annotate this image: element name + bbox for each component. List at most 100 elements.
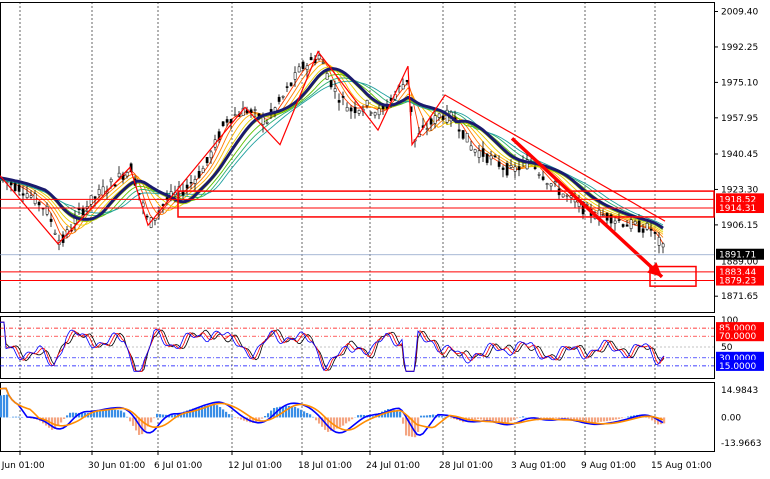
candle-body [298, 67, 300, 72]
candle-body [262, 117, 264, 124]
time-tick-label: 15 Aug 01:00 [651, 461, 712, 471]
histogram-bar [438, 416, 440, 418]
time-tick-label: 28 Jul 01:00 [439, 461, 493, 471]
histogram-bar [606, 417, 608, 421]
candle-body [494, 156, 496, 157]
candle-body [658, 237, 660, 245]
histogram-bar [159, 414, 161, 417]
candle-body [22, 194, 24, 196]
histogram-bar [351, 417, 353, 419]
histogram-bar [627, 417, 629, 418]
candle-body [542, 177, 544, 180]
candle-body [346, 107, 348, 111]
histogram-bar [516, 417, 518, 418]
candle-body [498, 162, 500, 167]
candle-body [82, 208, 84, 215]
candle-body [202, 168, 204, 172]
histogram-bar [441, 416, 443, 417]
histogram-bar [609, 417, 611, 420]
price-tick-label: 1871.65 [721, 292, 758, 302]
candle-body [222, 122, 224, 126]
candle-body [290, 83, 292, 86]
candle-body [642, 229, 644, 233]
histogram-bar [210, 405, 212, 418]
candle-body [602, 215, 604, 216]
histogram-bar [126, 417, 128, 418]
histogram-bar [339, 417, 341, 427]
candle-body [510, 165, 512, 167]
histogram-bar [603, 417, 605, 421]
candle-body [462, 130, 464, 138]
candle-body [650, 229, 652, 230]
oscillator-level-tag: 15.0000 [716, 360, 764, 372]
time-tick-label: 3 Aug 01:00 [511, 461, 566, 471]
histogram-bar [558, 417, 560, 418]
candle-body [338, 100, 340, 102]
candle-body [374, 112, 376, 115]
histogram-bar [123, 412, 125, 417]
time-tick-label: 6 Jul 01:00 [154, 461, 203, 471]
candle-body [546, 184, 548, 185]
oscillator-level-tag-text: 70.0000 [719, 332, 756, 342]
candle-body [78, 209, 80, 210]
histogram-bar [303, 411, 305, 417]
candle-body [366, 100, 368, 105]
candle-body [126, 172, 128, 176]
candle-body [50, 219, 52, 221]
histogram-bar [474, 417, 476, 419]
candle-body [506, 163, 508, 175]
histogram-bar [414, 417, 416, 437]
candle-body [502, 168, 504, 170]
histogram-bar [621, 417, 623, 418]
price-tick-label: 1992.25 [721, 43, 758, 53]
time-tick-label: 18 Jul 01:00 [298, 461, 352, 471]
candle-body [30, 196, 32, 198]
candle-body [622, 224, 624, 226]
histogram-tick-label: 0.00 [721, 413, 741, 423]
histogram-bar [618, 417, 620, 418]
histogram-bar [261, 417, 263, 418]
candle-body [574, 200, 576, 202]
histogram-bar [117, 410, 119, 417]
histogram-bar [663, 417, 665, 423]
histogram-bar [228, 414, 230, 417]
histogram-bar [234, 417, 236, 418]
histogram-bar [213, 404, 215, 417]
time-tick-label: 24 Jul 01:00 [366, 461, 420, 471]
histogram-tick-label: -13.9663 [721, 439, 761, 449]
histogram-bar [420, 416, 422, 418]
oscillator-level-tag: 70.0000 [716, 330, 764, 342]
histogram-bar [306, 413, 308, 417]
candle-body [330, 81, 332, 87]
price-level-tag: 1914.31 [716, 202, 764, 214]
price-level-tag-text: 1879.23 [719, 277, 756, 287]
histogram-bar [309, 414, 311, 417]
price-tick-label: 2009.40 [721, 8, 758, 18]
candle-body [610, 215, 612, 223]
candle-body [402, 85, 404, 89]
candle-body [426, 129, 428, 130]
candle-body [318, 55, 320, 58]
candle-body [90, 196, 92, 205]
candle-body [662, 244, 664, 247]
histogram-bar [18, 417, 20, 418]
candle-body [482, 149, 484, 157]
histogram-bar [240, 417, 242, 419]
histogram-bar [216, 405, 218, 417]
histogram-bar [348, 417, 350, 421]
histogram-bar [423, 416, 425, 418]
histogram-bar [450, 417, 452, 418]
price-tick-label: 1957.95 [721, 114, 758, 124]
histogram-bar [237, 417, 239, 418]
histogram-bar [120, 411, 122, 418]
candle-body [562, 194, 564, 197]
candle-body [570, 196, 572, 198]
candle-body [210, 152, 212, 158]
candle-body [10, 183, 12, 185]
histogram-bar [513, 417, 515, 419]
candle-body [350, 108, 352, 111]
candle-body [370, 113, 372, 114]
histogram-bar [510, 417, 512, 421]
price-level-tag: 1879.23 [716, 275, 764, 287]
